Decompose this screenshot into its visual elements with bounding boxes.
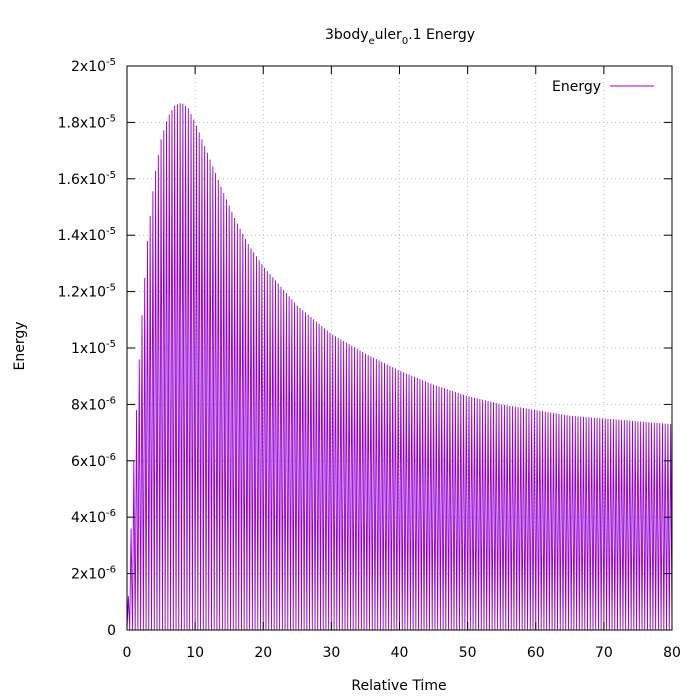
x-tick-label: 30 bbox=[322, 645, 340, 661]
x-tick-label: 80 bbox=[663, 645, 681, 661]
y-tick-label: 6x10-6 bbox=[71, 452, 116, 470]
y-tick-label: 1.8x10-5 bbox=[58, 113, 116, 131]
x-tick-label: 70 bbox=[595, 645, 613, 661]
chart-title: 3bodyeuler0.1 Energy bbox=[325, 27, 475, 47]
legend-label: Energy bbox=[552, 79, 601, 95]
y-tick-label: 1x10-5 bbox=[71, 339, 116, 357]
x-tick-label: 10 bbox=[186, 645, 204, 661]
y-axis-title: Energy bbox=[12, 321, 28, 370]
y-axis-ticks: 0 2x10-6 4x10-6 6x10-6 8x10-6 1x10-5 1.2x10-5 1… bbox=[58, 57, 672, 639]
x-axis-ticks: 0 10 20 30 40 50 60 70 80 bbox=[123, 66, 681, 661]
x-tick-label: 50 bbox=[459, 645, 477, 661]
y-tick-label: 1.4x10-5 bbox=[58, 226, 116, 244]
y-tick-label: 2x10-6 bbox=[71, 565, 116, 583]
y-tick-label: 1.2x10-5 bbox=[58, 283, 116, 301]
x-tick-label: 0 bbox=[123, 645, 132, 661]
y-tick-label: 8x10-6 bbox=[71, 395, 116, 413]
x-tick-label: 20 bbox=[254, 645, 272, 661]
legend: Energy bbox=[552, 79, 654, 95]
y-tick-label: 2x10-5 bbox=[71, 57, 116, 75]
x-tick-label: 60 bbox=[527, 645, 545, 661]
y-tick-label: 4x10-6 bbox=[71, 508, 116, 526]
x-axis-title: Relative Time bbox=[351, 678, 446, 694]
x-tick-label: 40 bbox=[391, 645, 409, 661]
y-tick-label: 0 bbox=[107, 623, 116, 639]
y-tick-label: 1.6x10-5 bbox=[58, 170, 116, 188]
